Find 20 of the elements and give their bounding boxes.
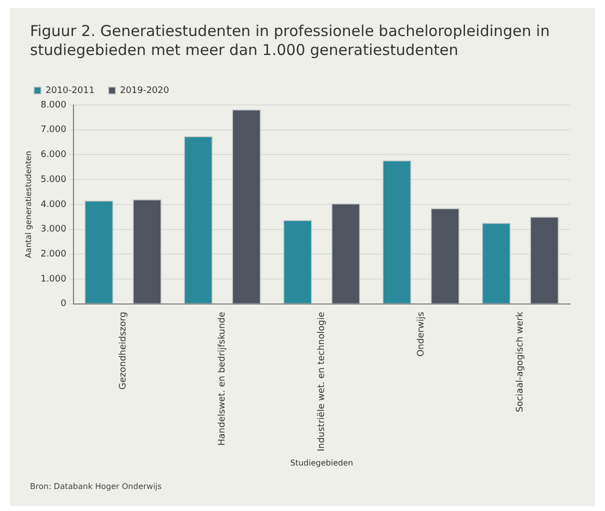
chart-title: Figuur 2. Generatiestudenten in professionele bacheloropleidingen in studiegebieden met meer dan 1.000 generatiestudenten [30,22,551,60]
y-tick-label: 6.000 [40,150,67,160]
y-tick-label: 2.000 [40,249,67,260]
x-tick-label: Handelswet. en bedrijfskunde [218,311,228,446]
x-axis-title: Studiegebieden [290,458,354,468]
x-tick-label: Gezondheidszorg [118,312,128,390]
y-tick-label: 1.000 [40,274,67,284]
x-tick-label: Sociaal-agogisch werk [516,311,526,412]
y-axis-title: Aantal generatiestudenten [24,150,33,258]
text: Bron: Databank Hoger Onderwijs [30,482,162,491]
y-tick-label: 0 [60,299,67,310]
y-tick-label: 5.000 [40,174,67,185]
y-tick-label: 3.000 [40,224,67,235]
x-tick-label: Onderwijs [416,312,426,357]
y-tick-label: 8.000 [40,100,67,110]
legend-label: 2010-2011 [46,86,95,96]
x-tick-label: Industriële wet. en technologie [317,311,328,452]
y-tick-label: 7.000 [40,125,67,136]
legend-label: 2019-2020 [120,86,170,96]
y-tick-label: 4.000 [40,200,67,210]
